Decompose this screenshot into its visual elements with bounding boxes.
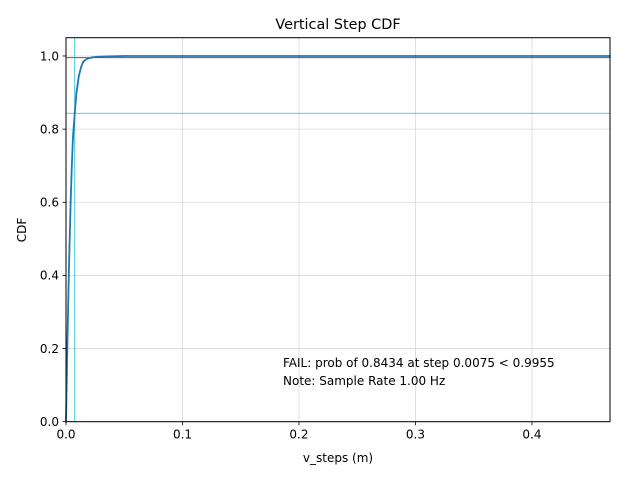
x-tick-label: 0.3 <box>406 428 425 442</box>
cdf-data-point <box>105 55 108 58</box>
reference-lines <box>66 37 610 422</box>
y-axis-ticks: 0.0 0.2 0.4 0.6 0.8 1.0 <box>40 49 66 429</box>
y-tick-label: 0.4 <box>40 269 59 283</box>
y-tick-label: 1.0 <box>40 49 59 63</box>
y-tick-label: 0.6 <box>40 196 59 210</box>
cdf-data-point <box>123 55 126 57</box>
cdf-data-point <box>90 56 93 59</box>
y-axis-label: CDF <box>15 218 29 243</box>
cdf-data-point <box>75 91 78 94</box>
x-tick-label: 0.4 <box>522 428 541 442</box>
cdf-data-point <box>68 245 71 248</box>
cdf-series-line <box>65 55 610 422</box>
cdf-data-point <box>69 201 72 204</box>
y-tick-label: 0.2 <box>40 342 59 356</box>
x-tick-label: 0.1 <box>173 428 192 442</box>
cdf-data-point <box>298 55 300 57</box>
fail-annotation: FAIL: prob of 0.8434 at step 0.0075 < 0.… <box>283 356 555 370</box>
cdf-data-point <box>86 58 88 60</box>
x-axis-ticks: 0.0 0.1 0.2 0.3 0.4 <box>56 421 541 442</box>
cdf-data-point <box>414 55 417 57</box>
chart-title: Vertical Step CDF <box>275 17 400 33</box>
cdf-data-point <box>531 55 533 57</box>
cdf-data-point <box>67 296 70 299</box>
cdf-data-point <box>66 354 69 357</box>
cdf-data-point <box>82 60 85 63</box>
cdf-data-point <box>72 135 74 138</box>
x-axis-label: v_steps (m) <box>303 451 373 465</box>
cdf-data-point <box>77 75 80 77</box>
cdf-data-point <box>96 55 99 58</box>
cdf-data-point <box>70 164 73 167</box>
cdf-data-point <box>73 112 76 115</box>
sample-rate-note: Note: Sample Rate 1.00 Hz <box>283 374 445 388</box>
cdf-data-point <box>181 55 184 57</box>
x-tick-label: 0.2 <box>289 428 308 442</box>
x-tick-label: 0.0 <box>56 428 75 442</box>
plot-frame <box>65 37 611 423</box>
cdf-data-point <box>80 66 83 68</box>
y-tick-label: 0.0 <box>40 415 59 429</box>
y-tick-label: 0.8 <box>40 122 59 136</box>
